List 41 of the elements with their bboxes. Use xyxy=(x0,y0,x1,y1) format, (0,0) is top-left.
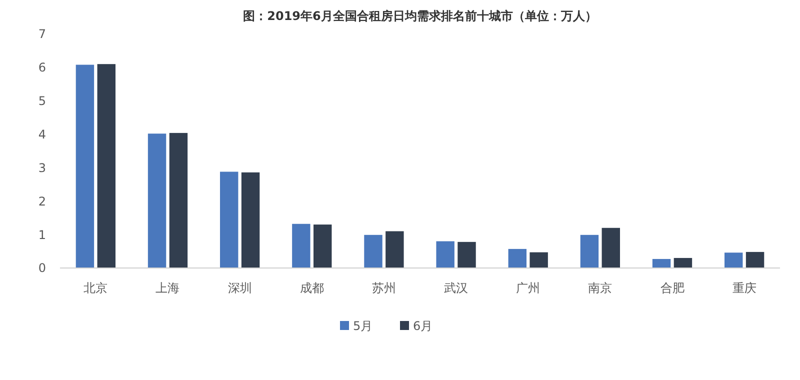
x-tick-label: 北京 xyxy=(84,281,108,295)
bar xyxy=(508,248,526,268)
bar xyxy=(580,234,599,268)
bar xyxy=(220,172,238,268)
x-tick-label: 武汉 xyxy=(444,281,468,295)
y-tick-label: 1 xyxy=(38,228,46,242)
bar xyxy=(386,231,404,268)
bar xyxy=(76,64,94,268)
bar xyxy=(724,252,743,268)
bar xyxy=(458,242,476,268)
y-tick-label: 2 xyxy=(38,194,46,208)
bar xyxy=(674,258,692,268)
x-tick-label: 苏州 xyxy=(372,281,396,295)
legend-label: 6月 xyxy=(413,319,433,334)
x-tick-label: 广州 xyxy=(516,281,540,295)
bar xyxy=(314,224,332,268)
y-tick-label: 0 xyxy=(38,261,46,276)
bar xyxy=(652,258,671,268)
bar xyxy=(97,64,116,268)
x-tick-label: 南京 xyxy=(588,281,612,295)
x-tick-label: 合肥 xyxy=(660,281,684,295)
y-tick-label: 4 xyxy=(38,127,46,142)
bar xyxy=(746,252,764,268)
bar xyxy=(436,241,454,268)
x-tick-label: 成都 xyxy=(300,281,324,295)
x-tick-label: 重庆 xyxy=(732,281,756,295)
y-tick-label: 6 xyxy=(38,60,46,75)
x-tick-label: 上海 xyxy=(156,281,180,295)
chart-title: 图：2019年6月全国合租房日均需求排名前十城市（单位：万人） xyxy=(243,9,597,23)
bar xyxy=(169,132,188,268)
x-tick-label: 深圳 xyxy=(228,281,252,295)
bar xyxy=(148,134,166,268)
bar xyxy=(241,172,260,268)
y-tick-label: 3 xyxy=(38,160,46,175)
bar xyxy=(292,224,310,268)
bar xyxy=(530,252,548,268)
bar xyxy=(602,228,620,268)
legend-label: 5月 xyxy=(353,319,373,334)
y-tick-label: 5 xyxy=(38,94,46,108)
y-tick-label: 7 xyxy=(38,27,46,42)
bar xyxy=(364,234,382,268)
